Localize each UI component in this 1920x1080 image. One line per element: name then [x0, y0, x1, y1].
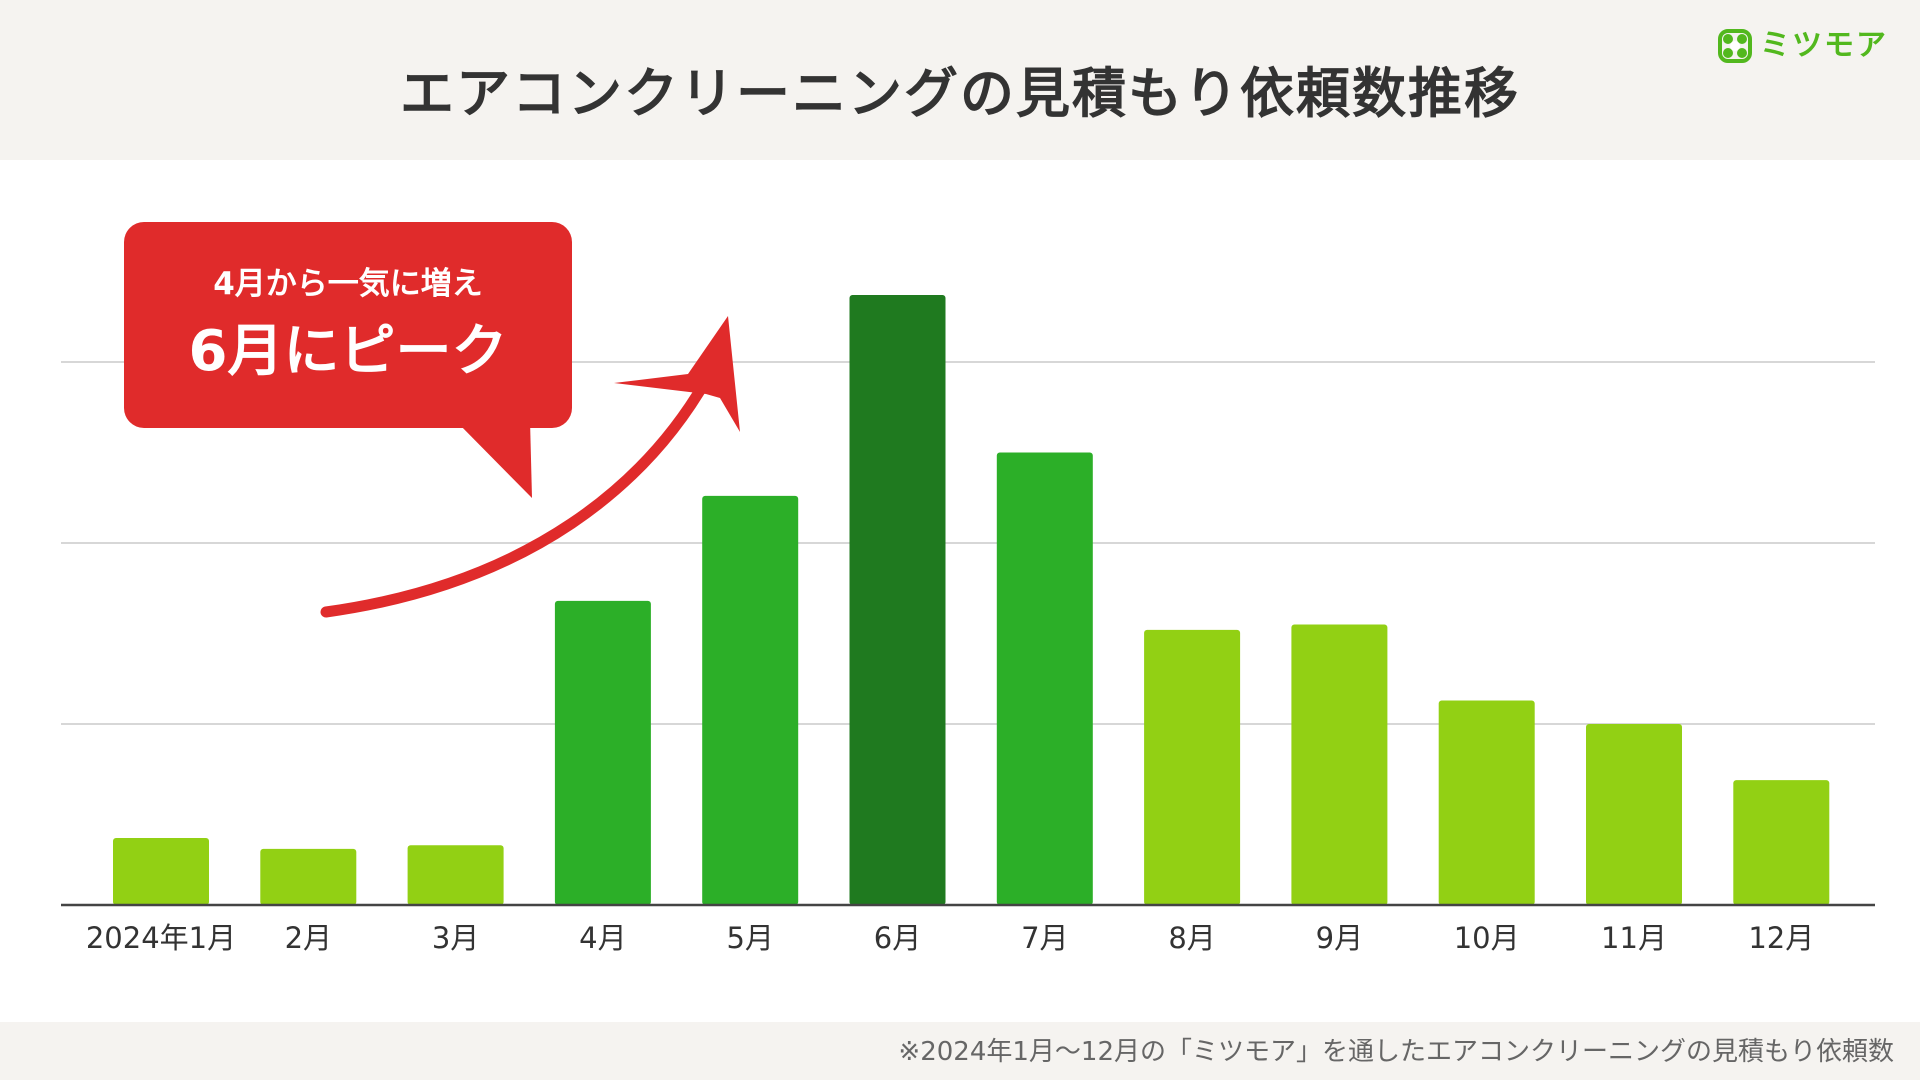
x-tick-label: 8月	[1168, 921, 1215, 955]
bar-5	[702, 495, 799, 905]
bar-8	[1144, 629, 1241, 905]
x-tick-label: 9月	[1316, 921, 1363, 955]
callout-text-line1: 4月から一気に増え	[213, 266, 483, 302]
bar-10	[1438, 700, 1535, 905]
bar-1	[113, 838, 209, 905]
callout-text-line2: 6月にピーク	[188, 319, 508, 384]
x-tick-label: 10月	[1454, 921, 1520, 955]
x-tick-label: 4月	[579, 921, 626, 955]
bar-3	[407, 845, 504, 905]
bar-2	[260, 848, 357, 905]
x-tick-label: 3月	[432, 921, 479, 955]
callout-box	[124, 222, 572, 428]
trend-arrow-curve	[320, 344, 728, 618]
callout-tail	[455, 420, 532, 498]
bar-chart: 2024年1月 2月 3月 4月 5月 6月 7月 8月 9月 10月 11月 12月	[61, 222, 1875, 955]
footnote: ※2024年1月〜12月の「ミツモア」を通したエアコンクリーニングの見積もり依頼…	[898, 1037, 1894, 1067]
x-tick-label: 6月	[874, 921, 921, 955]
x-tick-label: 2月	[285, 921, 332, 955]
bar-4	[554, 600, 651, 905]
trend-arrow-head	[614, 316, 740, 432]
logo-text: ミツモア	[1760, 28, 1888, 63]
bar-6	[849, 295, 946, 905]
x-tick-label: 2024年1月	[86, 921, 236, 955]
page-title: エアコンクリーニングの見積もり依頼数推移	[400, 62, 1520, 125]
callout-bubble	[124, 222, 572, 498]
header-band	[0, 0, 1920, 160]
bar-11	[1586, 724, 1682, 905]
x-tick-label: 7月	[1021, 921, 1068, 955]
bars	[113, 295, 1830, 906]
bar-9	[1291, 624, 1388, 906]
footer-band	[0, 1022, 1920, 1080]
mitsumore-logo-icon	[1718, 29, 1752, 63]
x-tick-label: 5月	[726, 921, 773, 955]
brand-logo: ミツモア	[1718, 26, 1888, 66]
x-tick-label: 11月	[1601, 921, 1667, 955]
bar-7	[996, 452, 1093, 905]
x-tick-label: 12月	[1748, 921, 1814, 955]
x-tick-labels: 2024年1月 2月 3月 4月 5月 6月 7月 8月 9月 10月 11月 12月	[86, 921, 1814, 955]
bar-12	[1733, 780, 1830, 905]
trend-arrow	[320, 316, 740, 618]
